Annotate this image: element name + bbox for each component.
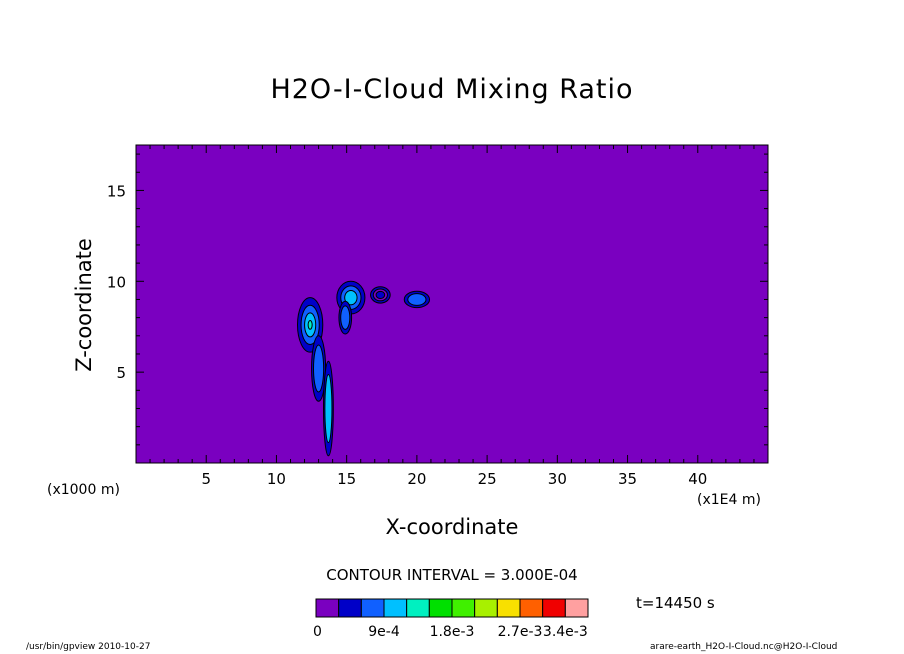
y-axis-label: Z-coordinate: [72, 238, 96, 372]
x-axis-label: X-coordinate: [385, 515, 519, 539]
x-tick-label: 35: [618, 470, 637, 488]
cloud-column-a-level-2: [313, 344, 325, 393]
colorbar-swatch: [360, 598, 385, 618]
x-tick-label: 30: [548, 470, 567, 488]
y-tick-label: 15: [107, 182, 126, 200]
colorbar-swatch: [496, 598, 521, 618]
y-tick-label: 10: [107, 273, 126, 291]
colorbar-swatch: [451, 598, 476, 618]
colorbar-swatch: [428, 598, 453, 618]
x-tick-label: 5: [201, 470, 211, 488]
cloud-east-level-2: [407, 293, 427, 306]
contour-interval: CONTOUR INTERVAL = 3.000E-04: [326, 566, 578, 584]
colorbar-swatch: [564, 598, 589, 618]
colorbar: [315, 598, 589, 618]
colorbar-swatch: [315, 598, 340, 618]
axis-ticks: 5 10 15 20 25 30 35 40 5 10 15: [107, 144, 769, 488]
cloud-upper-level-3: [344, 289, 358, 306]
cloud-column-b-level-3: [324, 373, 333, 444]
cloud-west-level-4: [307, 320, 313, 330]
x-scale-note: (x1E4 m): [697, 492, 761, 508]
x-tick-label: 40: [688, 470, 707, 488]
footer-left: /usr/bin/gpview 2010-10-27: [26, 642, 151, 652]
x-tick-label: 20: [407, 470, 426, 488]
colorbar-swatch: [338, 598, 362, 618]
contour-field: [136, 145, 768, 463]
footer-right: arare-earth_H2O-I-Cloud.nc@H2O-I-Cloud: [650, 642, 838, 652]
colorbar-label: 3.4e-3: [542, 624, 588, 640]
x-tick-label: 15: [337, 470, 356, 488]
colorbar-label: 1.8e-3: [429, 624, 475, 640]
colorbar-swatch: [406, 598, 430, 618]
plot-background: [136, 145, 768, 463]
cloud-mid-level-1: [375, 290, 386, 300]
x-unit-label: (x1000 m): [47, 482, 120, 498]
colorbar-swatch: [383, 598, 408, 618]
cloud-upper-tail-level-2: [340, 305, 351, 330]
colorbar-label: 0: [313, 624, 322, 640]
colorbar-swatch: [519, 598, 544, 618]
chart-title: H2O-I-Cloud Mixing Ratio: [270, 74, 634, 105]
colorbar-swatch: [474, 598, 498, 618]
x-tick-label: 10: [267, 470, 286, 488]
colorbar-label: 2.7e-3: [497, 624, 543, 640]
time-label: t=14450 s: [636, 594, 715, 612]
colorbar-swatch: [542, 598, 566, 618]
colorbar-label: 9e-4: [368, 624, 400, 640]
x-tick-label: 25: [478, 470, 497, 488]
y-tick-label: 5: [116, 364, 126, 382]
plot-frame: [135, 144, 769, 464]
